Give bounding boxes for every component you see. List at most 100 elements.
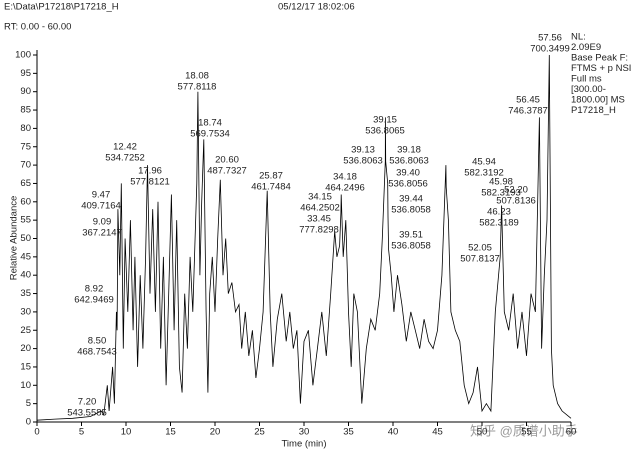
peak-label: 18.08 bbox=[185, 71, 209, 82]
peak-label: 56.45 bbox=[516, 95, 540, 106]
peak-label: 577.8118 bbox=[178, 82, 217, 93]
info-line: NL: bbox=[571, 32, 586, 43]
x-tick-label: 5 bbox=[79, 427, 84, 438]
x-tick-label: 10 bbox=[121, 427, 132, 438]
peak-label: 33.45 bbox=[307, 214, 331, 225]
peak-label: 468.7543 bbox=[77, 347, 117, 358]
y-tick-label: 70 bbox=[20, 160, 31, 171]
y-tick-label: 100 bbox=[15, 50, 31, 61]
y-tick-label: 20 bbox=[20, 343, 31, 354]
peak-label: 20.60 bbox=[215, 155, 239, 166]
peak-label: 39.13 bbox=[351, 145, 375, 156]
datetime: 05/12/17 18:02:06 bbox=[278, 2, 355, 13]
y-tick-label: 95 bbox=[20, 68, 31, 79]
info-line: Full ms bbox=[571, 74, 602, 85]
peak-label: 9.47 bbox=[92, 190, 111, 201]
peak-label: 746.3787 bbox=[508, 106, 548, 117]
peak-label: 39.18 bbox=[397, 145, 421, 156]
peak-label: 39.51 bbox=[399, 230, 423, 241]
peak-label: 367.2147 bbox=[82, 228, 122, 239]
peak-label: 12.42 bbox=[113, 142, 137, 153]
peak-label: 17.96 bbox=[138, 166, 162, 177]
watermark: 知乎 @质谱小助手 bbox=[470, 423, 578, 438]
peak-label: 52.20 bbox=[504, 185, 528, 196]
info-line: FTMS + p NSI bbox=[571, 63, 631, 74]
y-tick-label: 80 bbox=[20, 123, 31, 134]
y-tick-label: 55 bbox=[20, 215, 31, 226]
peak-label: 25.87 bbox=[259, 171, 283, 182]
peak-label: 45.94 bbox=[472, 157, 496, 168]
y-tick-label: 15 bbox=[20, 361, 31, 372]
y-tick-label: 45 bbox=[20, 251, 31, 262]
peak-label: 536.8058 bbox=[391, 205, 431, 216]
y-tick-label: 75 bbox=[20, 141, 31, 152]
peak-label: 18.74 bbox=[198, 118, 222, 129]
y-tick-label: 35 bbox=[20, 288, 31, 299]
info-line: 2.09E9 bbox=[571, 42, 601, 53]
x-tick-label: 35 bbox=[343, 427, 354, 438]
peak-label: 582.3193 bbox=[481, 188, 521, 199]
x-axis-label: Time (min) bbox=[281, 439, 326, 450]
peak-label: 7.20 bbox=[78, 397, 97, 408]
peak-label: 34.15 bbox=[308, 192, 332, 203]
y-tick-label: 10 bbox=[20, 380, 31, 391]
y-tick-label: 30 bbox=[20, 306, 31, 317]
peak-label: 461.7484 bbox=[251, 182, 291, 193]
peak-label: 57.56 bbox=[538, 33, 562, 44]
peak-label: 536.8063 bbox=[389, 156, 429, 167]
y-tick-label: 60 bbox=[20, 196, 31, 207]
x-tick-label: 15 bbox=[165, 427, 176, 438]
peak-label: 507.8137 bbox=[460, 254, 500, 265]
peak-label: 46.23 bbox=[487, 207, 511, 218]
x-tick-label: 50 bbox=[477, 427, 488, 438]
peak-label: 39.15 bbox=[373, 115, 397, 126]
peak-label: 409.7164 bbox=[81, 201, 121, 212]
peak-label: 777.8298 bbox=[299, 225, 339, 236]
y-tick-label: 90 bbox=[20, 86, 31, 97]
peak-label: 536.8063 bbox=[343, 156, 383, 167]
peak-label: 9.09 bbox=[93, 217, 112, 228]
y-tick-label: 65 bbox=[20, 178, 31, 189]
peak-label: 39.44 bbox=[399, 194, 423, 205]
x-tick-label: 45 bbox=[432, 427, 443, 438]
x-tick-label: 30 bbox=[299, 427, 310, 438]
x-tick-label: 55 bbox=[521, 427, 532, 438]
y-axis-label: Relative Abundance bbox=[9, 196, 20, 281]
peak-label: 39.40 bbox=[396, 168, 420, 179]
peak-label: 582.3189 bbox=[479, 218, 519, 229]
x-tick-label: 0 bbox=[34, 427, 39, 438]
peak-label: 52.05 bbox=[468, 243, 492, 254]
peak-label: 543.5585 bbox=[67, 408, 107, 419]
peak-label: 464.2496 bbox=[325, 183, 365, 194]
y-tick-label: 5 bbox=[26, 398, 31, 409]
peak-label: 45.98 bbox=[489, 177, 513, 188]
peak-label: 577.8121 bbox=[130, 177, 170, 188]
y-tick-label: 25 bbox=[20, 325, 31, 336]
y-tick-label: 85 bbox=[20, 105, 31, 116]
info-line: P17218_H bbox=[571, 105, 616, 116]
peak-label: 642.9469 bbox=[74, 295, 114, 306]
peak-label: 536.8065 bbox=[365, 126, 405, 137]
peak-label: 507.8136 bbox=[496, 196, 536, 207]
info-line: [300.00- bbox=[571, 84, 606, 95]
peak-label: 582.3192 bbox=[464, 168, 504, 179]
peak-label: 487.7327 bbox=[207, 166, 247, 177]
peak-label: 464.2502 bbox=[300, 203, 340, 214]
peak-label: 700.3499 bbox=[530, 44, 570, 55]
trace bbox=[36, 54, 572, 421]
file-path: E:\Data\P17218\P17218_H bbox=[4, 2, 119, 13]
peak-label: 34.18 bbox=[333, 172, 357, 183]
peak-label: 569.7534 bbox=[190, 129, 230, 140]
peak-label: 536.8056 bbox=[388, 179, 428, 190]
y-tick-label: 0 bbox=[26, 417, 31, 428]
y-tick-label: 40 bbox=[20, 270, 31, 281]
x-tick-label: 40 bbox=[388, 427, 399, 438]
peak-label: 8.50 bbox=[88, 336, 107, 347]
peak-label: 536.8058 bbox=[391, 241, 431, 252]
x-tick-label: 25 bbox=[254, 427, 265, 438]
peak-label: 534.7252 bbox=[105, 153, 145, 164]
peak-label: 8.92 bbox=[85, 284, 104, 295]
rt-range: RT: 0.00 - 60.00 bbox=[4, 22, 71, 33]
